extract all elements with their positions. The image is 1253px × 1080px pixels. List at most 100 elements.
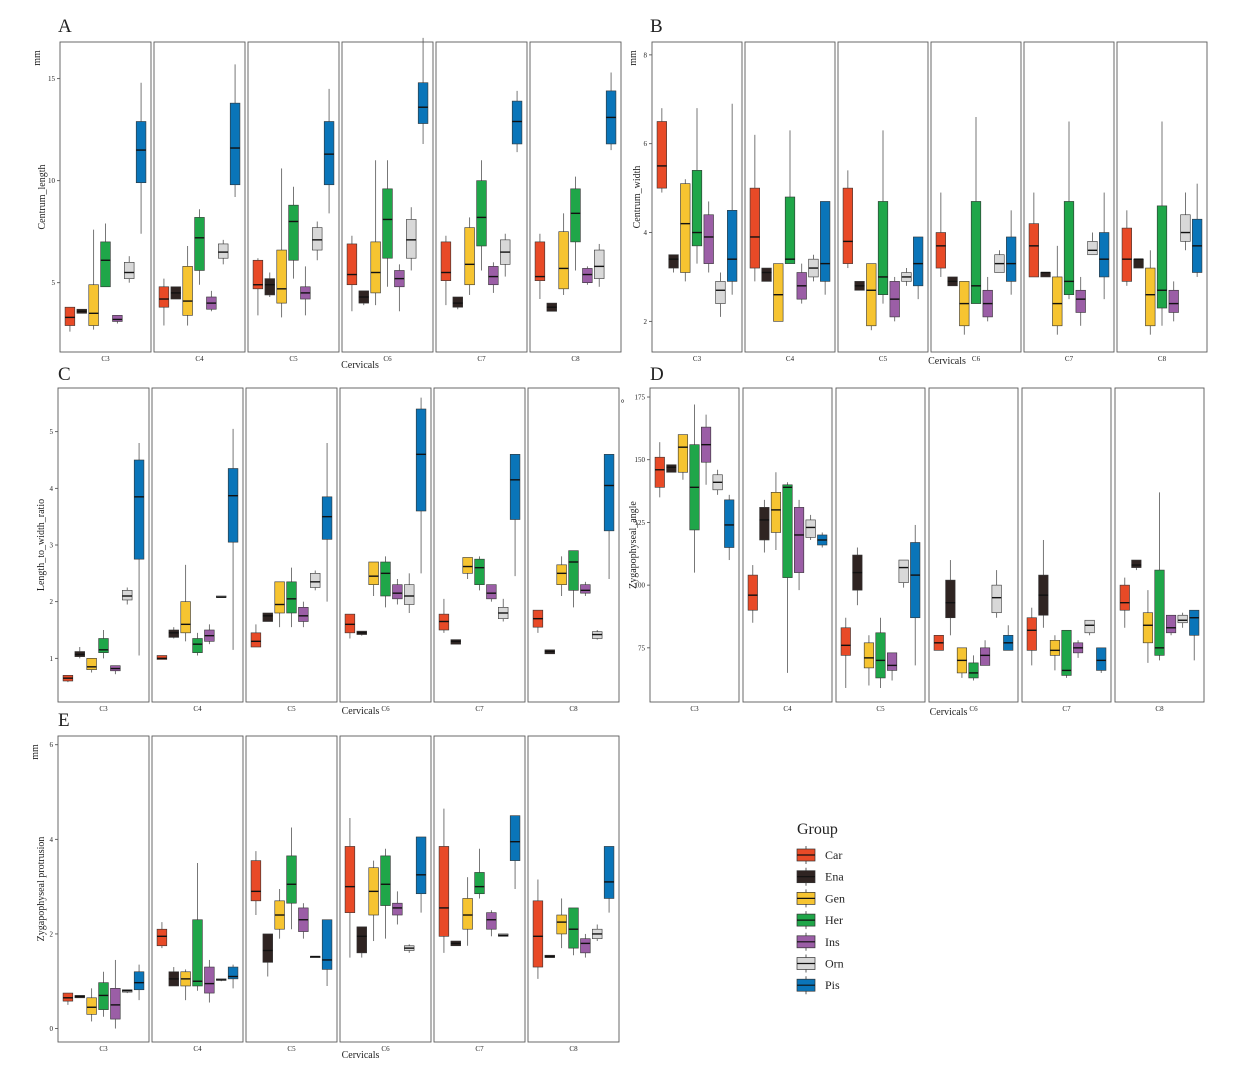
box-ins xyxy=(582,266,593,285)
box-iqr xyxy=(474,558,485,585)
box-orn xyxy=(594,243,605,287)
box-iqr xyxy=(866,263,877,327)
box-iqr xyxy=(370,241,381,294)
box-gen xyxy=(770,472,781,551)
facet-c6: C6 xyxy=(341,37,434,363)
box-iqr xyxy=(1087,241,1098,256)
legend-label: Ins xyxy=(825,935,840,949)
box-ins xyxy=(889,276,900,322)
box-iqr xyxy=(1121,227,1132,282)
box-orn xyxy=(898,559,909,588)
box-iqr xyxy=(1119,584,1130,611)
box-iqr xyxy=(1156,205,1168,309)
box-orn xyxy=(310,570,321,591)
y-tick-label: 0 xyxy=(50,1025,54,1033)
box-iqr xyxy=(805,519,816,538)
box-orn xyxy=(1180,192,1191,251)
box-car xyxy=(1026,607,1037,666)
box-orn xyxy=(404,573,415,613)
y-tick-label: 8 xyxy=(644,51,648,59)
facet-c7: C7 xyxy=(435,41,528,363)
box-iqr xyxy=(1189,609,1200,636)
box-iqr xyxy=(321,919,333,970)
box-ins xyxy=(580,933,591,958)
box-gen xyxy=(368,860,379,942)
y-tick-label: 2 xyxy=(644,318,648,326)
box-iqr xyxy=(344,613,356,634)
facet-c3: C3 xyxy=(651,41,743,363)
facet-c4: C4 xyxy=(151,387,244,713)
x-tick-label: C5 xyxy=(876,705,885,713)
box-iqr xyxy=(680,183,691,273)
x-tick-label: C7 xyxy=(1065,355,1074,363)
box-iqr xyxy=(773,263,784,322)
box-iqr xyxy=(462,898,473,930)
facet-c7: C7 xyxy=(433,735,526,1053)
box-ena xyxy=(546,302,557,312)
box-iqr xyxy=(1133,258,1144,269)
box-ins xyxy=(1075,276,1086,326)
y-axis-label: Length_to_width_ratio xyxy=(36,499,47,591)
box-gen xyxy=(370,160,381,306)
x-tick-label: C8 xyxy=(1158,355,1167,363)
box-pis xyxy=(229,64,241,197)
box-orn xyxy=(124,256,135,283)
box-pis xyxy=(509,454,521,577)
box-pis xyxy=(910,524,921,666)
box-ena xyxy=(761,267,772,282)
box-orn xyxy=(1087,232,1098,256)
facet-frame xyxy=(59,41,152,353)
box-gen xyxy=(1142,590,1153,663)
box-iqr xyxy=(274,581,285,614)
box-gen xyxy=(959,281,970,335)
box-iqr xyxy=(440,241,452,281)
x-tick-label: C8 xyxy=(571,355,580,363)
box-iqr xyxy=(1026,617,1037,651)
box-iqr xyxy=(346,243,358,286)
box-ena xyxy=(947,276,958,287)
box-pis xyxy=(603,454,615,579)
y-unit: mm xyxy=(628,50,639,66)
legend-item-car: Car xyxy=(796,846,842,864)
facet-c8: C8 xyxy=(527,735,620,1053)
box-iqr xyxy=(749,187,760,269)
facet-c5: C5 xyxy=(835,387,926,713)
box-ena xyxy=(1040,271,1051,278)
box-iqr xyxy=(406,219,417,259)
y-axis-label: Centrum_length xyxy=(37,165,48,230)
box-pis xyxy=(321,919,333,986)
box-car xyxy=(438,808,450,953)
y-tick-label: 6 xyxy=(644,140,648,148)
box-iqr xyxy=(156,928,168,947)
box-car xyxy=(344,818,356,958)
panel-letter: D xyxy=(650,364,664,385)
box-iqr xyxy=(840,627,851,656)
box-orn xyxy=(592,924,603,942)
box-car xyxy=(532,609,544,633)
panel-letter: C xyxy=(58,364,71,385)
box-her xyxy=(98,630,109,659)
legend-item-orn: Orn xyxy=(796,954,844,973)
box-car xyxy=(749,134,760,282)
box-ins xyxy=(1073,640,1084,658)
facet-frame xyxy=(928,387,1019,703)
x-axis-label: Cervicals xyxy=(342,1050,380,1061)
x-axis-label: Cervicals xyxy=(928,356,966,367)
facet-c3: C3 xyxy=(649,387,740,713)
box-orn xyxy=(310,955,321,958)
box-gen xyxy=(680,179,691,282)
box-pis xyxy=(605,72,617,151)
box-pis xyxy=(820,201,831,295)
box-her xyxy=(568,907,579,956)
box-iqr xyxy=(935,232,946,269)
box-iqr xyxy=(415,836,427,895)
box-gen xyxy=(1145,250,1156,335)
box-car xyxy=(438,598,450,633)
box-ena xyxy=(759,499,770,553)
box-orn xyxy=(592,630,603,640)
box-gen xyxy=(556,898,567,949)
box-pis xyxy=(323,88,335,214)
box-ena xyxy=(854,281,865,291)
box-iqr xyxy=(1168,289,1179,313)
box-ena xyxy=(666,464,677,473)
